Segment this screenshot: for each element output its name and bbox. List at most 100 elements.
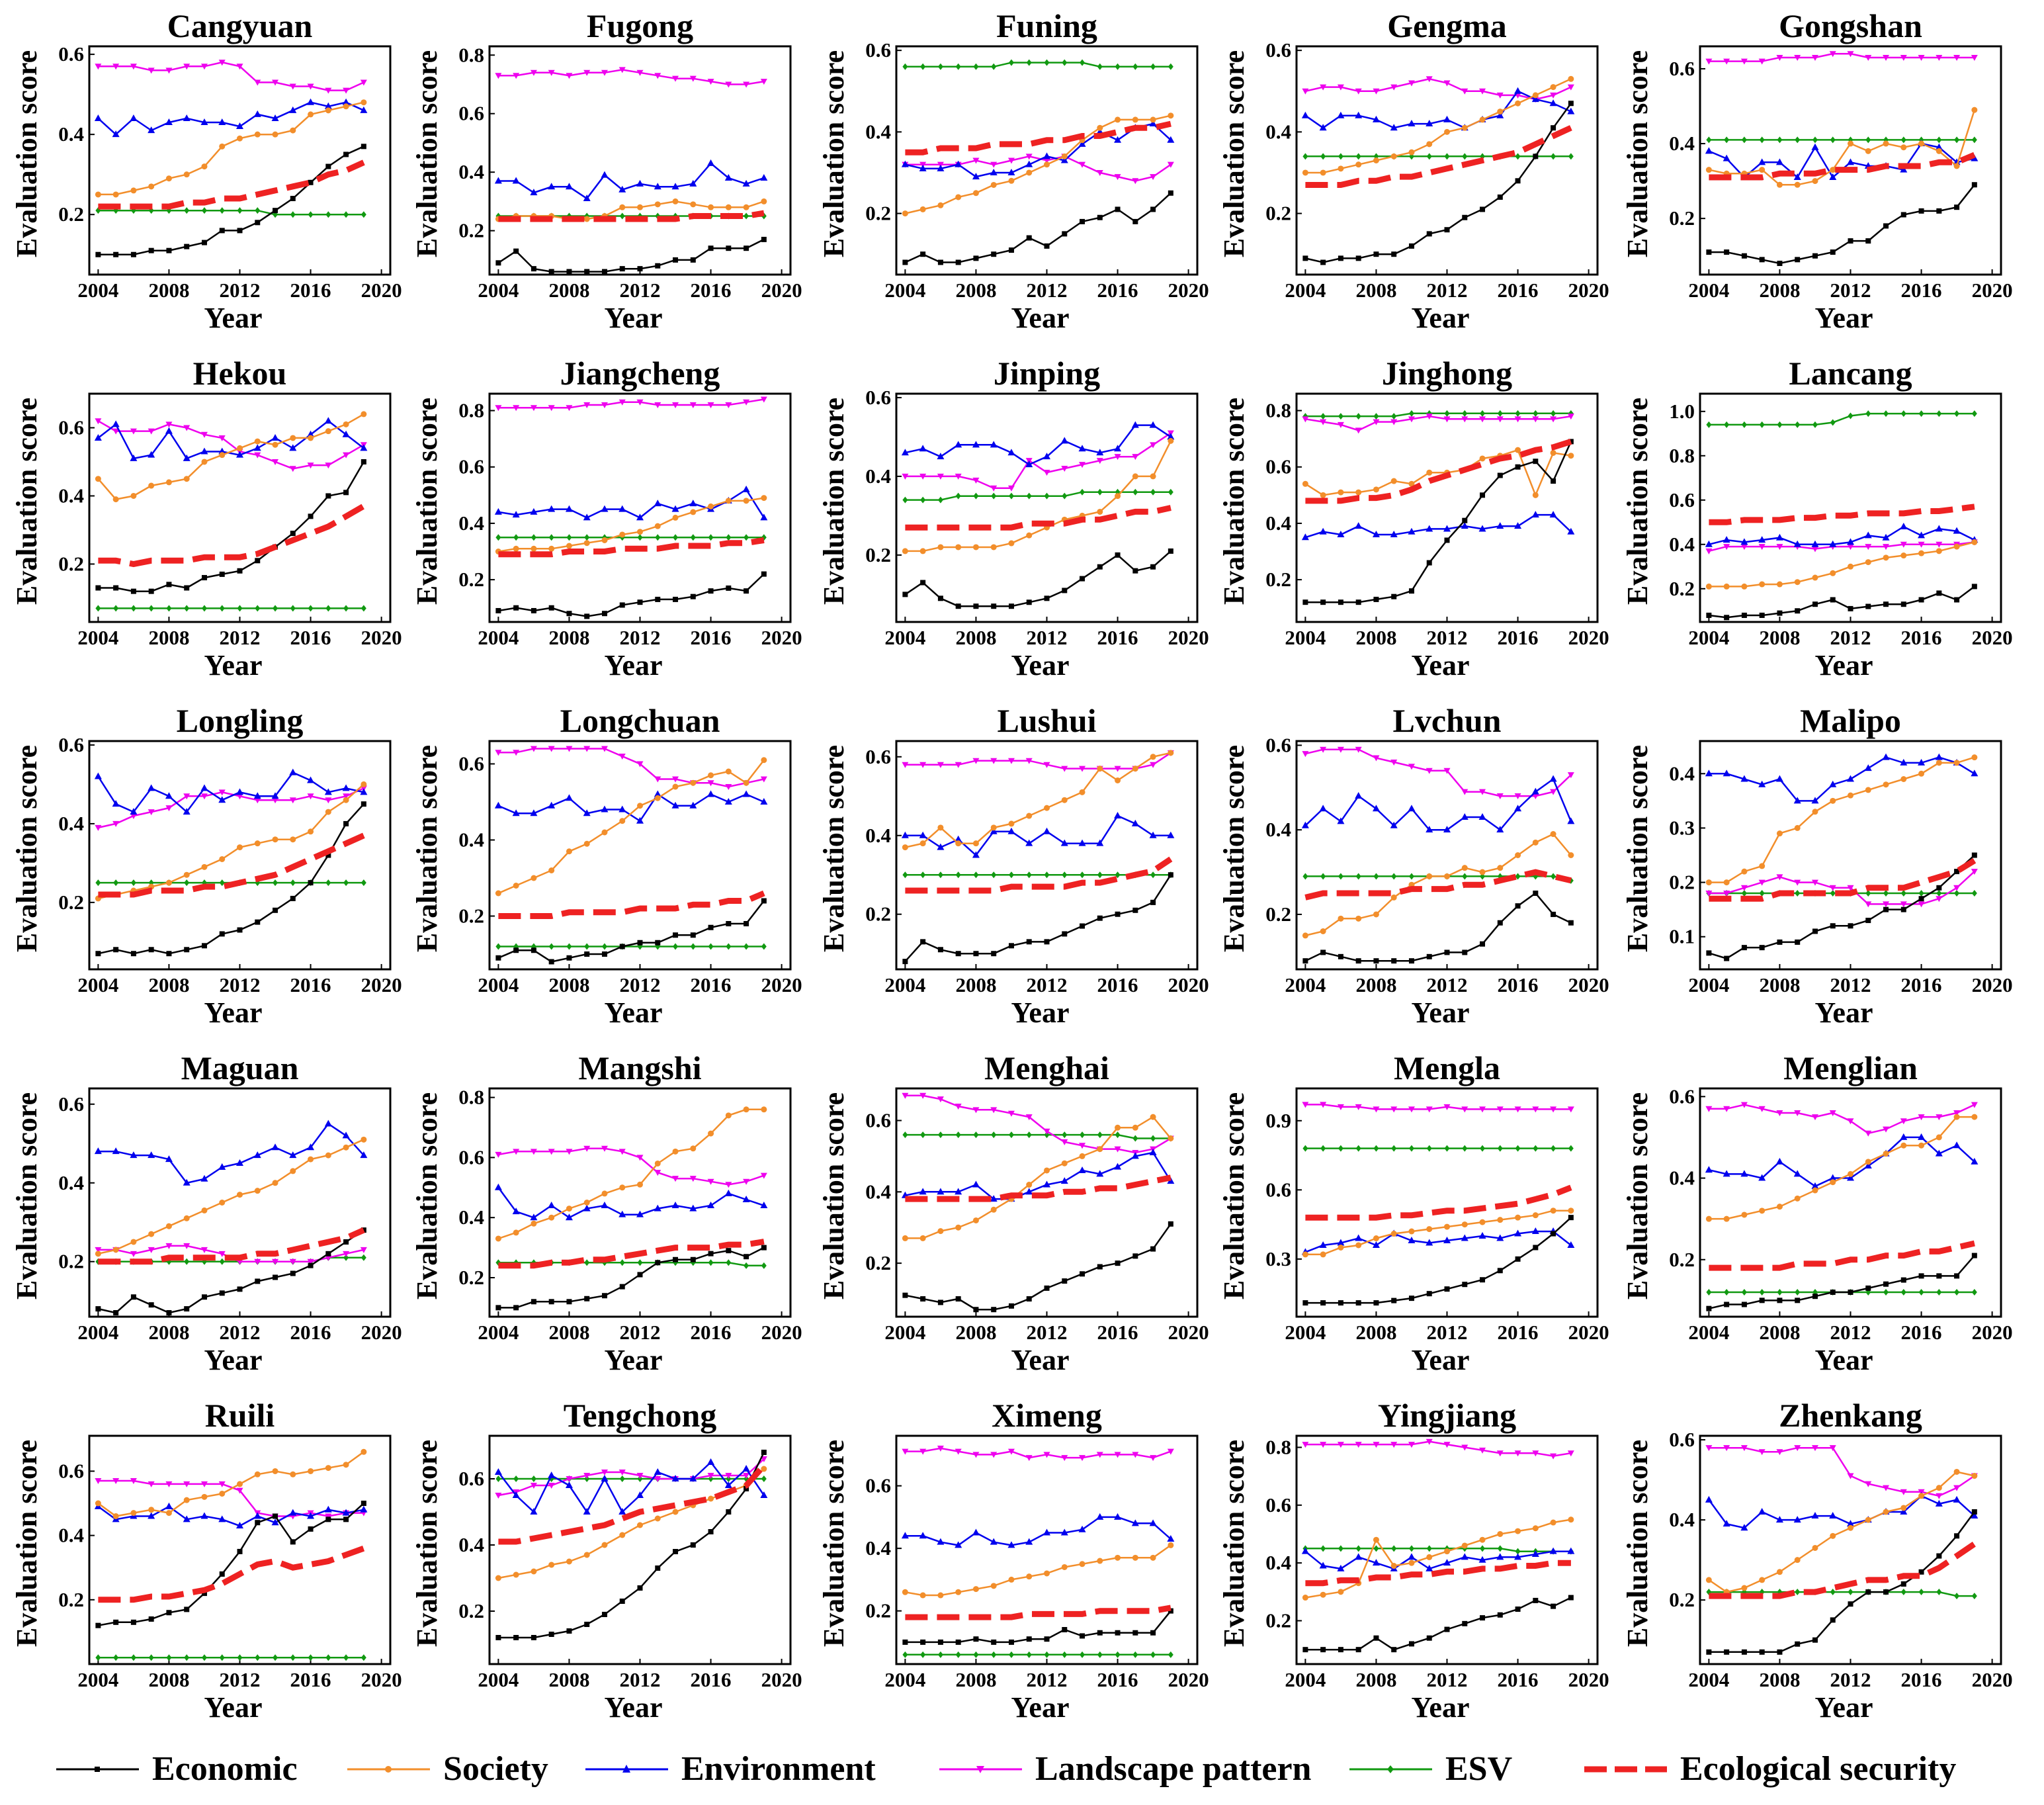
data-point-esv — [1971, 1289, 1977, 1296]
data-point-society — [601, 537, 608, 543]
data-point-landscape — [937, 473, 944, 480]
y-tick-label: 0.8 — [1265, 399, 1291, 422]
data-point-environment — [494, 1468, 502, 1475]
data-point-economic — [531, 607, 536, 613]
data-point-esv — [1097, 1651, 1103, 1658]
data-point-esv — [1551, 873, 1556, 880]
data-point-society — [361, 99, 367, 106]
series-line-landscape — [98, 787, 364, 829]
data-point-landscape — [1705, 1445, 1713, 1452]
y-tick-label: 0.6 — [458, 102, 484, 125]
data-point-landscape — [1811, 1445, 1818, 1452]
data-point-esv — [584, 534, 590, 541]
data-point-environment — [1043, 827, 1050, 834]
series-line-society — [498, 497, 765, 552]
legend-label: Ecological security — [1680, 1750, 1956, 1788]
data-point-society — [1444, 128, 1450, 135]
data-point-society — [1132, 1124, 1138, 1131]
data-point-economic — [902, 259, 908, 265]
data-point-landscape — [1514, 1450, 1521, 1457]
data-point-society — [1426, 1226, 1433, 1233]
data-point-society — [955, 1224, 962, 1231]
data-point-esv — [343, 879, 349, 887]
data-point-society — [1061, 797, 1068, 803]
data-point-esv — [1900, 890, 1906, 897]
y-tick-label: 0.6 — [458, 752, 484, 775]
data-point-landscape — [1918, 541, 1925, 548]
data-point-economic — [1462, 517, 1468, 523]
data-point-environment — [130, 808, 138, 815]
data-point-economic — [726, 245, 732, 251]
x-tick-label: 2004 — [1688, 626, 1729, 649]
data-point-landscape — [1337, 84, 1344, 91]
data-point-economic — [920, 1639, 926, 1645]
data-point-esv — [920, 1131, 926, 1139]
data-point-economic — [237, 568, 243, 574]
data-point-society — [1132, 473, 1138, 480]
data-point-landscape — [307, 462, 314, 469]
data-point-landscape — [1025, 1114, 1033, 1121]
data-point-society — [1759, 863, 1766, 869]
data-point-esv — [290, 211, 296, 218]
data-point-esv — [1706, 1289, 1712, 1296]
data-point-economic — [1150, 564, 1156, 570]
plot-frame — [88, 740, 392, 971]
data-point-society — [325, 809, 331, 815]
data-point-landscape — [725, 784, 732, 790]
x-tick-label: 2016 — [1097, 279, 1138, 302]
data-point-esv — [1168, 488, 1173, 496]
data-point-landscape — [601, 402, 608, 409]
data-point-economic — [1759, 612, 1765, 618]
data-point-environment — [1372, 530, 1380, 537]
data-point-landscape — [200, 1247, 208, 1253]
data-point-economic — [991, 1307, 997, 1313]
data-point-society — [1115, 777, 1121, 783]
series-line-environment — [1304, 1230, 1572, 1253]
data-point-society — [1479, 116, 1486, 123]
data-point-society — [1794, 824, 1801, 831]
data-point-landscape — [654, 1170, 661, 1176]
data-point-economic — [513, 1635, 519, 1640]
data-point-economic — [531, 947, 536, 953]
data-point-economic — [255, 1520, 261, 1526]
y-tick-label: 0.4 — [1265, 511, 1291, 535]
y-axis-label: Evaluation score — [411, 745, 443, 952]
data-point-economic — [690, 932, 696, 938]
data-point-environment — [253, 110, 261, 117]
data-point-esv — [1338, 1145, 1343, 1152]
data-point-landscape — [1337, 746, 1344, 753]
data-point-landscape — [1096, 169, 1103, 176]
data-point-landscape — [566, 1149, 573, 1155]
data-point-society — [531, 545, 537, 552]
x-axis-label: Year — [1011, 1344, 1070, 1376]
series-line-ecological — [905, 856, 1173, 894]
y-tick-label: 0.2 — [458, 1266, 484, 1289]
data-point-esv — [1150, 871, 1156, 879]
x-tick-label: 2020 — [1568, 626, 1609, 649]
data-point-esv — [708, 943, 714, 950]
data-point-environment — [1025, 839, 1033, 846]
data-point-landscape — [112, 64, 120, 70]
data-point-esv — [920, 1651, 926, 1658]
data-point-esv — [920, 871, 926, 879]
data-point-environment — [530, 1508, 538, 1515]
data-point-society — [1355, 1242, 1362, 1249]
data-point-society — [183, 871, 190, 878]
data-point-landscape — [218, 789, 226, 796]
data-point-landscape — [566, 746, 573, 752]
data-point-environment — [1740, 538, 1748, 545]
data-point-society — [201, 1493, 208, 1500]
data-point-economic — [973, 1307, 979, 1313]
data-point-esv — [361, 605, 366, 612]
data-point-environment — [1549, 775, 1557, 782]
data-point-economic — [566, 1628, 572, 1634]
data-point-economic — [973, 255, 979, 261]
data-point-esv — [637, 534, 643, 541]
data-point-landscape — [1320, 1102, 1327, 1108]
data-point-society — [1008, 820, 1015, 827]
data-point-economic — [184, 243, 190, 249]
data-point-landscape — [130, 1251, 137, 1257]
plot-frame — [488, 740, 792, 971]
data-point-economic — [273, 208, 278, 214]
